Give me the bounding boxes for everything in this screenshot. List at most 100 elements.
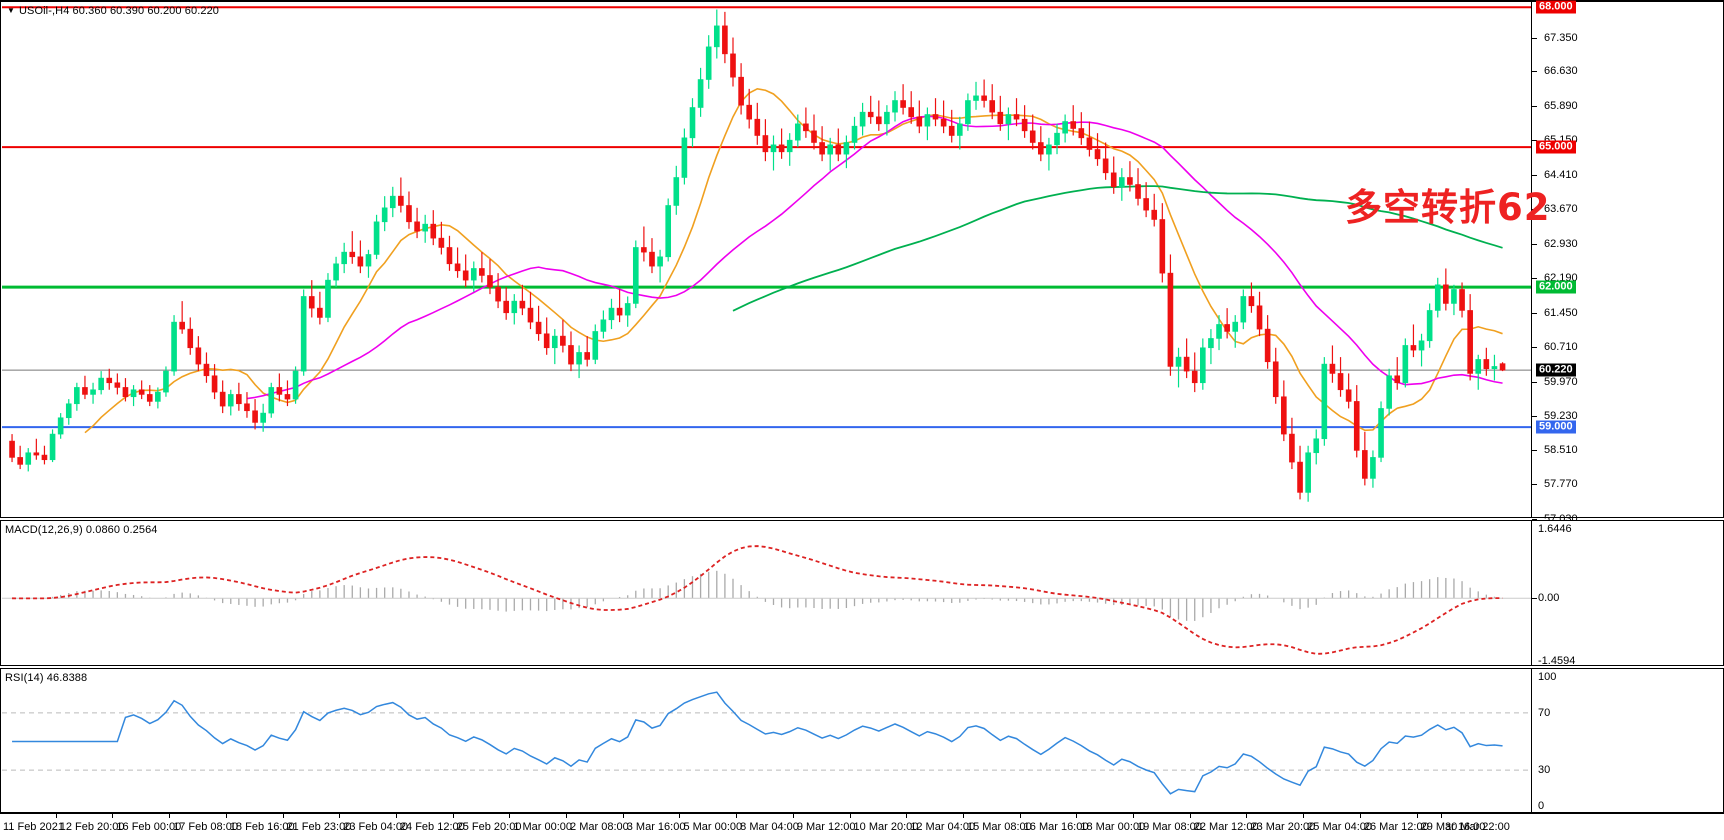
macd-axis-scale[interactable]: 1.6446 0.00 -1.4594 <box>1531 521 1723 667</box>
rsi-tick-label: 0 <box>1538 800 1545 812</box>
time-tick-mark <box>962 814 964 818</box>
price-tick-label: 67.350 <box>1544 31 1578 44</box>
time-tick-mark <box>566 814 568 818</box>
time-tick-mark <box>339 814 341 818</box>
level-price-tag: 65.000 <box>1536 140 1576 154</box>
rsi-panel[interactable]: RSI(14) 46.8388 100 70 30 0 <box>0 668 1724 813</box>
price-tick-label: 59.230 <box>1544 410 1578 423</box>
rsi-plot-area[interactable] <box>2 670 1531 811</box>
price-tick-label: 64.410 <box>1544 168 1578 181</box>
level-price-tag: 59.000 <box>1536 420 1576 434</box>
time-tick-mark <box>112 814 114 818</box>
time-axis-label: 16 Mar 16:00 <box>1023 821 1089 833</box>
time-axis-label: 19 Mar 08:00 <box>1137 821 1202 833</box>
time-axis-label: 1 Mar 00:00 <box>513 821 573 833</box>
price-axis-scale[interactable]: 67.35066.63065.89065.15064.41063.67062.9… <box>1531 0 1723 525</box>
time-tick-mark <box>1246 814 1248 818</box>
time-axis-label: 17 Feb 08:00 <box>173 821 238 833</box>
time-tick-mark <box>906 814 908 818</box>
time-axis-label: 2 Mar 08:00 <box>570 821 629 833</box>
price-tick-mark <box>1532 449 1537 451</box>
macd-tick-label: -1.4594 <box>1538 655 1576 667</box>
time-tick-mark <box>169 814 171 818</box>
time-axis-label: 3 Mar 16:00 <box>626 821 686 833</box>
price-tick-label: 57.770 <box>1544 478 1578 491</box>
price-plot-area[interactable] <box>2 3 1531 516</box>
time-axis-label: 16 Feb 00:00 <box>116 821 182 833</box>
time-axis-label: 25 Feb 20:00 <box>456 821 522 833</box>
time-axis-label: 9 Mar 12:00 <box>796 821 856 833</box>
time-axis-label: 18 Feb 16:00 <box>229 821 295 833</box>
time-tick-mark <box>736 814 738 818</box>
price-tick-mark <box>1532 37 1537 39</box>
time-axis-label: 8 Mar 04:00 <box>740 821 799 833</box>
time-tick-mark <box>395 814 397 818</box>
price-tick-mark <box>1532 105 1537 107</box>
time-axis-label: 25 Mar 04:00 <box>1307 821 1372 833</box>
time-axis-label: 22 Mar 12:00 <box>1193 821 1259 833</box>
macd-tick-mark <box>1532 598 1537 600</box>
time-axis[interactable]: 11 Feb 2021 12 Feb 20:00 16 Feb 00:00 17 Fe… <box>0 813 1724 840</box>
price-tick-label: 60.710 <box>1544 341 1578 354</box>
price-tick-mark <box>1532 243 1537 245</box>
macd-header-label: MACD(12,26,9) 0.0860 0.2564 <box>5 524 158 536</box>
price-tick-label: 63.670 <box>1544 203 1578 216</box>
macd-tick-label: 1.6446 <box>1538 523 1572 535</box>
price-tick-mark <box>1532 278 1537 280</box>
price-tick-mark <box>1532 71 1537 73</box>
time-axis-label: 24 Feb 12:00 <box>399 821 465 833</box>
symbol-header-label: USOil-,H4 60.360 60.390 60.200 60.220 <box>19 5 220 17</box>
price-chart-panel[interactable]: ▼ USOil-,H4 60.360 60.390 60.200 60.220 … <box>0 0 1724 525</box>
time-tick-mark <box>1359 814 1361 818</box>
price-candles-svg <box>2 6 1531 502</box>
level-price-tag: 68.000 <box>1536 0 1576 14</box>
time-tick-mark <box>452 814 454 818</box>
collapse-chevron-icon[interactable]: ▼ <box>7 6 15 15</box>
rsi-tick-label: 100 <box>1538 671 1557 683</box>
time-axis-label: 11 Feb 2021 <box>3 821 64 833</box>
time-tick-mark <box>509 814 511 818</box>
price-tick-label: 62.930 <box>1544 237 1578 250</box>
macd-panel[interactable]: MACD(12,26,9) 0.0860 0.2564 1.6446 0.00 -1… <box>0 520 1724 667</box>
time-axis-label: 18 Mar 00:00 <box>1080 821 1146 833</box>
rsi-axis-scale[interactable]: 100 70 30 0 <box>1531 669 1723 812</box>
price-tick-label: 58.510 <box>1544 443 1578 456</box>
time-tick-mark <box>1189 814 1191 818</box>
time-axis-label: 12 Feb 20:00 <box>59 821 125 833</box>
time-axis-label: 5 Mar 00:00 <box>683 821 743 833</box>
price-tick-mark <box>1532 519 1537 520</box>
price-tick-mark <box>1532 312 1537 314</box>
price-tick-mark <box>1532 347 1537 349</box>
price-tick-label: 66.630 <box>1544 65 1578 78</box>
time-axis-label: 23 Feb 04:00 <box>343 821 409 833</box>
time-axis-label: 12 Mar 04:00 <box>910 821 976 833</box>
macd-tick-label: 0.00 <box>1538 592 1560 605</box>
rsi-header-label: RSI(14) 46.8388 <box>5 672 88 684</box>
level-price-tag: 62.000 <box>1536 280 1576 294</box>
time-tick-mark <box>679 814 681 818</box>
time-tick-mark <box>1303 814 1305 818</box>
macd-series-svg <box>2 545 1531 655</box>
time-tick-mark <box>282 814 284 818</box>
chart-annotation-text: 多空转折62 <box>1345 186 1551 229</box>
rsi-series-svg <box>2 691 1531 795</box>
price-tick-mark <box>1532 140 1537 142</box>
time-tick-mark <box>622 814 624 818</box>
price-tick-label: 59.970 <box>1544 375 1578 388</box>
time-tick-mark <box>1441 814 1442 818</box>
price-tick-mark <box>1532 174 1537 176</box>
price-tick-mark <box>1532 484 1537 486</box>
time-tick-mark <box>225 814 227 818</box>
price-tick-mark <box>1532 209 1537 211</box>
time-tick-mark <box>1019 814 1021 818</box>
time-axis-label: 30 Mar 22:00 <box>1445 821 1510 833</box>
time-axis-label: 10 Mar 20:00 <box>853 821 919 833</box>
time-tick-mark <box>55 814 57 818</box>
time-tick-mark <box>792 814 794 818</box>
time-axis-label: 15 Mar 08:00 <box>966 821 1032 833</box>
time-tick-mark <box>1416 814 1418 818</box>
macd-plot-area[interactable] <box>2 522 1531 664</box>
rsi-tick-label: 70 <box>1538 706 1551 719</box>
bid-price-tag: 60.220 <box>1536 363 1576 377</box>
